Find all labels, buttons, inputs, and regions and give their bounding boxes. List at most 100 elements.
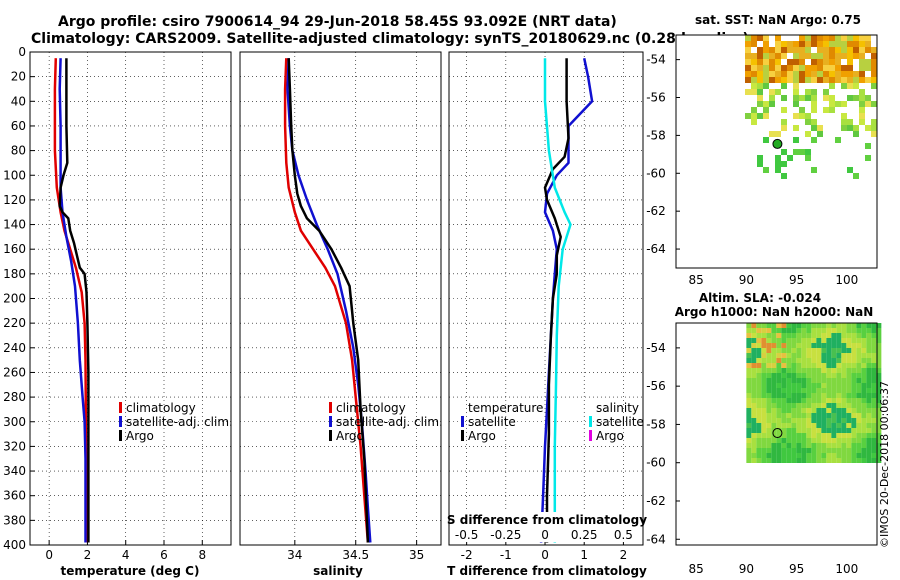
temperature-series [53,58,90,543]
sst-cell [817,41,823,47]
sst-cell [811,59,817,65]
altimetry-cell [856,433,862,438]
sst-cell [799,35,805,41]
altimetry-map-ticks: -54 -56 -58 -60 -62 -64 85 90 95 100 [646,341,858,576]
altimetry-cell [766,408,772,413]
altimetry-cell [836,398,842,403]
sst-cell [853,125,859,131]
altimetry-cell [756,388,762,393]
altimetry-cell [756,363,762,368]
sst-cell [745,35,751,41]
altimetry-cell [841,413,847,418]
altimetry-cell [846,388,852,393]
y-tick-label: 400 [3,538,26,552]
altimetry-cell [771,338,777,343]
sst-cell [751,65,757,71]
altimetry-cell [776,328,782,333]
altimetry-cell [841,348,847,353]
altimetry-cell [786,388,792,393]
sst-cell [757,35,763,41]
sst-cell [757,161,763,167]
altimetry-cell [806,418,812,423]
altimetry-cell [771,408,777,413]
sst-cell [805,149,811,155]
altimetry-cell [756,433,762,438]
altimetry-cell [771,438,777,443]
altimetry-cell [786,323,792,328]
sst-cell [763,167,769,173]
sst-cell [865,59,871,65]
altimetry-cell [871,453,877,458]
sst-cell [811,95,817,101]
altimetry-cell [826,333,832,338]
altimetry-cell [841,383,847,388]
legend-label-climatology: climatology [126,401,196,415]
altimetry-cell [856,448,862,453]
sst-cell [865,65,871,71]
altimetry-cell [761,383,767,388]
altimetry-cell [761,453,767,458]
sst-cell [769,89,775,95]
altimetry-cell [876,398,882,403]
altimetry-cell [811,433,817,438]
altimetry-cell [756,338,762,343]
y-tick-label: -56 [646,379,666,393]
altimetry-cell [826,363,832,368]
altimetry-cell [841,453,847,458]
altimetry-cell [836,403,842,408]
altimetry-cell [776,343,782,348]
altimetry-title-line-1: Altim. SLA: -0.024 [699,291,821,305]
altimetry-cell [871,458,877,463]
altimetry-cell [776,408,782,413]
altimetry-cell [766,458,772,463]
altimetry-cell [831,378,837,383]
series-line-argo [58,58,90,543]
altimetry-cell [821,333,827,338]
altimetry-cell [766,373,772,378]
altimetry-cell [866,408,872,413]
altimetry-cell [791,403,797,408]
altimetry-cell [851,388,857,393]
altimetry-cell [781,443,787,448]
altimetry-cell [831,433,837,438]
altimetry-cell [766,323,772,328]
altimetry-cell [801,403,807,408]
altimetry-cell [826,353,832,358]
sst-cell [745,65,751,71]
altimetry-cell [821,428,827,433]
sst-cell [871,101,877,107]
altimetry-cell [876,323,882,328]
altimetry-cell [846,348,852,353]
altimetry-cell [801,453,807,458]
altimetry-cell [841,423,847,428]
altimetry-title-line-2: Argo h1000: NaN h2000: NaN [675,305,874,319]
x-tick-label: -1 [500,548,512,562]
altimetry-cell [771,328,777,333]
altimetry-cell [751,403,757,408]
altimetry-cell [871,443,877,448]
sst-cell [859,101,865,107]
altimetry-cell [801,333,807,338]
altimetry-cell [861,343,867,348]
altimetry-cell [791,373,797,378]
legend-swatch-s-argo [589,430,592,441]
temperature-panel: 0204060801001201401601802002202402602803… [3,45,233,578]
sst-cell [817,47,823,53]
sst-cell [823,53,829,59]
altimetry-cell [781,413,787,418]
altimetry-cell [761,433,767,438]
altimetry-cell [811,423,817,428]
sst-cell [775,77,781,83]
altimetry-cell [811,458,817,463]
altimetry-cell [786,363,792,368]
altimetry-cell [871,438,877,443]
altimetry-cell [871,353,877,358]
altimetry-cell [876,383,882,388]
altimetry-cell [796,383,802,388]
altimetry-cell [831,388,837,393]
sst-cell [805,155,811,161]
altimetry-cell [801,378,807,383]
altimetry-cell [756,408,762,413]
altimetry-cell [866,328,872,333]
altimetry-cell [811,438,817,443]
